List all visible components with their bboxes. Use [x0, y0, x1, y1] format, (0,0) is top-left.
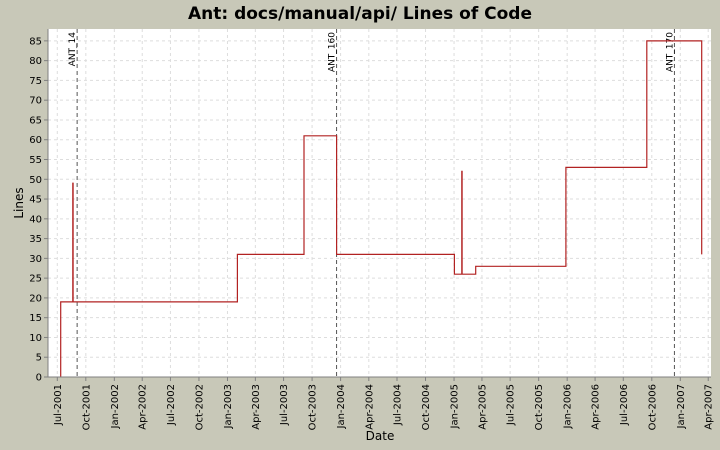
- grid: [48, 29, 711, 377]
- release-markers: ANT_14 ANT_160 ANT_170: [68, 29, 675, 377]
- series-line: [60, 40, 703, 377]
- y-tick-label: 85: [29, 36, 42, 47]
- x-tick-label: Oct-2001: [81, 384, 92, 430]
- x-tick-label: Apr-2004: [364, 384, 375, 430]
- x-tick-label: Jul-2002: [166, 384, 177, 426]
- y-tick-label: 20: [29, 293, 42, 304]
- x-tick-label: Oct-2006: [647, 384, 658, 430]
- x-tick-label: Apr-2003: [251, 384, 262, 430]
- y-axis-ticks: 0 5 10 15 20 25 30 35 40 45 50 55 60 65 70 75 80 85: [29, 36, 48, 384]
- y-tick-label: 25: [29, 274, 42, 285]
- x-tick-label: Oct-2003: [308, 384, 319, 430]
- x-tick-label: Apr-2006: [591, 384, 602, 430]
- x-tick-label: Oct-2005: [534, 384, 545, 430]
- x-tick-label: Jan-2004: [336, 384, 347, 429]
- x-tick-label: Apr-2007: [704, 384, 715, 430]
- x-tick-label: Oct-2002: [194, 384, 205, 430]
- y-tick-label: 5: [36, 353, 42, 364]
- x-tick-label: Jul-2003: [279, 384, 290, 426]
- plot-area: [48, 29, 711, 377]
- y-tick-label: 35: [29, 234, 42, 245]
- y-tick-label: 15: [29, 313, 42, 324]
- y-axis-label: Lines: [12, 187, 26, 218]
- y-tick-label: 30: [29, 254, 42, 265]
- y-tick-label: 55: [29, 155, 42, 166]
- x-tick-label: Jan-2007: [676, 384, 687, 429]
- x-axis-ticks: Jul-2001 Oct-2001 Jan-2002 Apr-2002 Jul-2002…: [53, 377, 715, 430]
- x-tick-label: Jan-2003: [223, 384, 234, 429]
- x-tick-label: Jul-2005: [506, 384, 517, 426]
- y-tick-label: 45: [29, 195, 42, 206]
- x-tick-label: Jul-2001: [53, 384, 64, 426]
- series-lines: [60, 40, 703, 377]
- y-tick-label: 60: [29, 135, 42, 146]
- y-tick-label: 80: [29, 56, 42, 67]
- release-marker-label: ANT_160: [328, 32, 338, 72]
- x-tick-label: Jul-2004: [393, 384, 404, 426]
- x-tick-label: Jan-2005: [450, 384, 461, 429]
- y-tick-label: 50: [29, 175, 42, 186]
- x-tick-label: Jan-2006: [563, 384, 574, 429]
- y-tick-label: 65: [29, 115, 42, 126]
- x-tick-label: Jan-2002: [110, 384, 121, 429]
- x-tick-label: Apr-2002: [138, 384, 149, 430]
- y-tick-label: 40: [29, 214, 42, 225]
- release-marker-label: ANT_14: [68, 32, 78, 67]
- axes: [47, 29, 711, 378]
- x-tick-label: Apr-2005: [477, 384, 488, 430]
- chart-title: Ant: docs/manual/api/ Lines of Code: [188, 4, 532, 24]
- x-axis-label: Date: [366, 429, 395, 443]
- release-marker-label: ANT_170: [665, 32, 675, 72]
- y-tick-label: 0: [36, 373, 42, 384]
- y-tick-label: 10: [29, 333, 42, 344]
- y-tick-label: 70: [29, 96, 42, 107]
- y-tick-label: 75: [29, 76, 42, 87]
- x-tick-label: Oct-2004: [421, 384, 432, 430]
- x-tick-label: Jul-2006: [619, 384, 630, 426]
